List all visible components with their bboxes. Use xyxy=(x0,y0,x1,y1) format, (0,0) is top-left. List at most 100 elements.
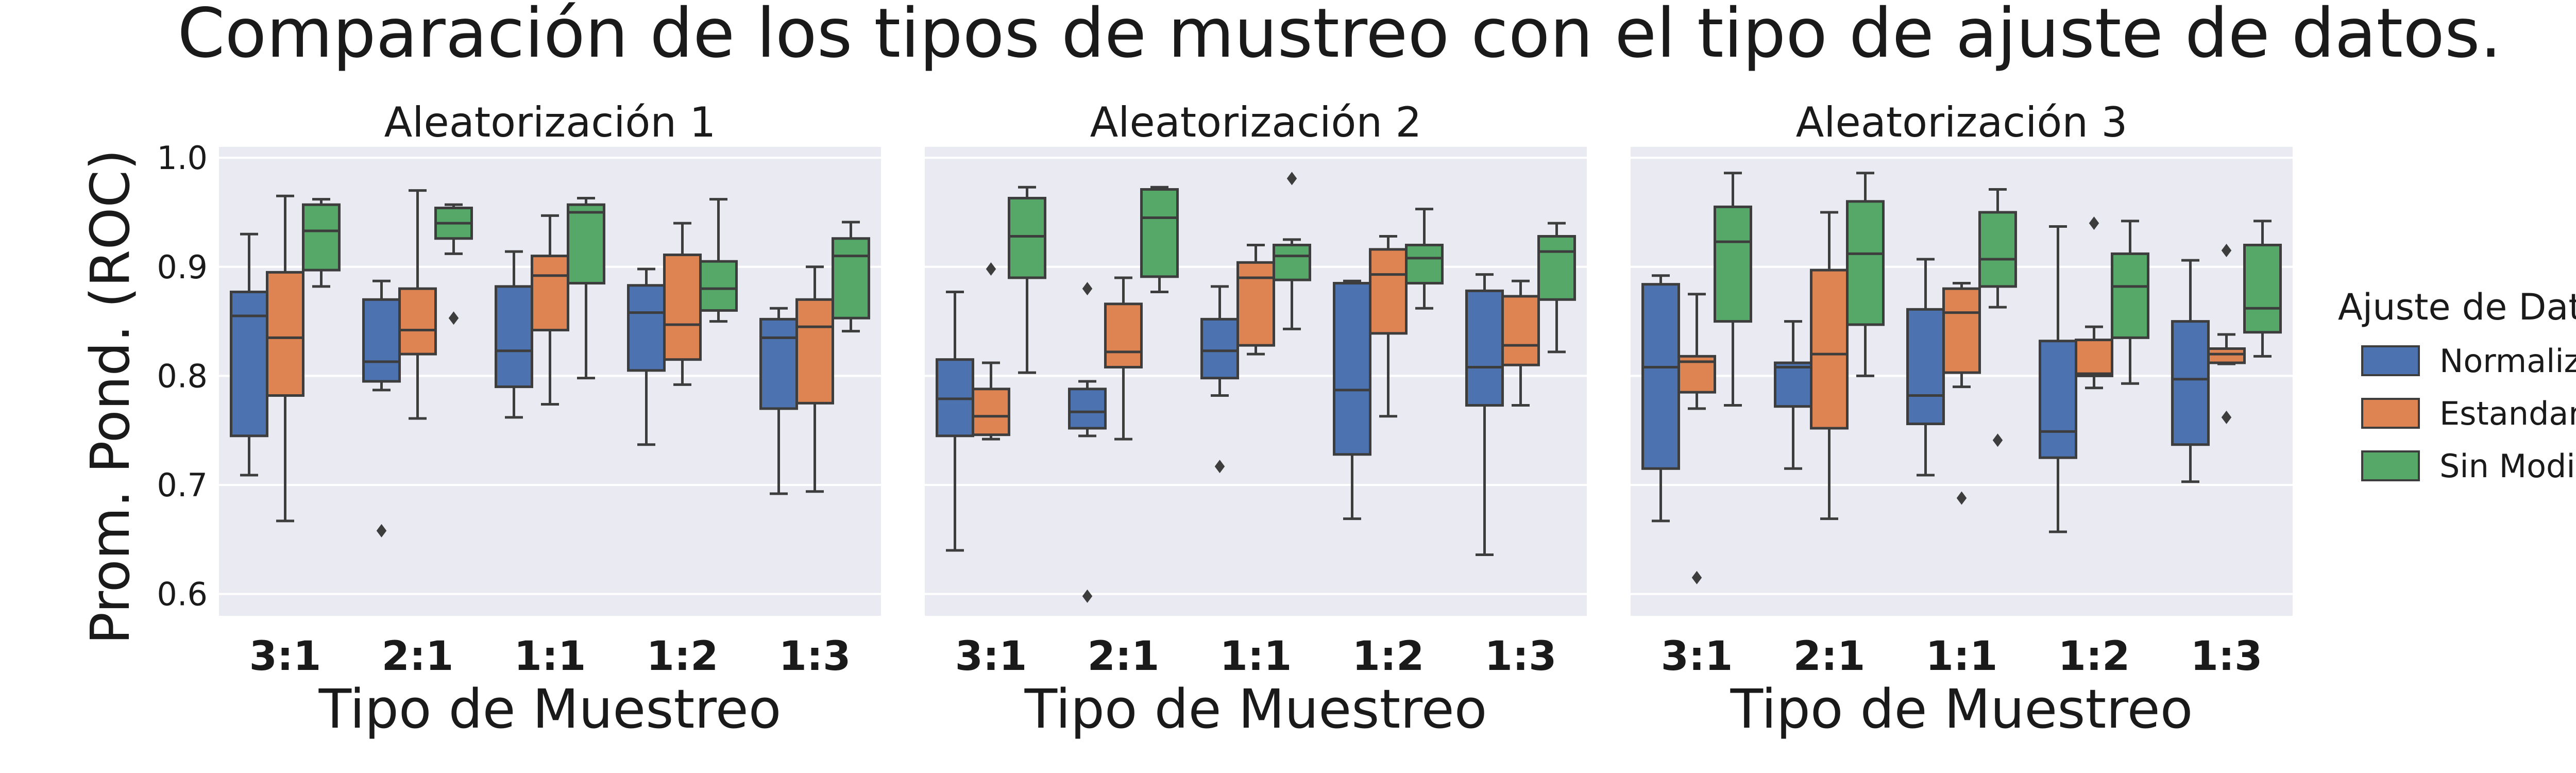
x-tick-label: 1:1 xyxy=(1926,633,1998,680)
outlier-point xyxy=(1992,433,2003,447)
box-iqr xyxy=(663,254,702,361)
legend-swatch xyxy=(2361,345,2420,376)
box-estandarizados xyxy=(2207,244,2246,424)
box-iqr xyxy=(266,271,304,397)
box-iqr xyxy=(759,317,798,410)
box-iqr xyxy=(362,298,401,383)
box-iqr xyxy=(1714,205,1752,323)
box-sin-modificacion xyxy=(1846,172,1885,377)
x-tick-label: 3:1 xyxy=(249,633,321,680)
outlier-point xyxy=(1691,570,1702,584)
outlier-point xyxy=(1286,172,1297,186)
box-estandarizados xyxy=(266,194,304,523)
legend-title: Ajuste de Datos xyxy=(2338,286,2576,328)
box-iqr xyxy=(1774,361,1812,408)
box-estandarizados xyxy=(1942,282,1981,505)
box-estandarizados xyxy=(2075,216,2113,390)
box-iqr xyxy=(1405,243,1444,285)
outlier-point xyxy=(1956,491,1967,505)
box-iqr xyxy=(1465,289,1504,407)
x-tick-label: 1:1 xyxy=(514,633,586,680)
box-iqr xyxy=(832,237,870,320)
x-tick-label: 1:3 xyxy=(1485,633,1557,680)
x-tick-label: 3:1 xyxy=(955,633,1027,680)
box-iqr xyxy=(567,203,605,285)
legend: Ajuste de Datos Normalizados Estandarizad… xyxy=(2338,286,2576,485)
outlier-point xyxy=(1082,282,1093,296)
box-sin-modificacion xyxy=(1537,222,1576,354)
outlier-point xyxy=(376,524,387,537)
y-tick-label: 0.6 xyxy=(157,576,208,613)
box-estandarizados xyxy=(1236,243,1275,356)
box-iqr xyxy=(972,388,1010,436)
box-sin-modificacion xyxy=(1008,186,1046,374)
box-estandarizados xyxy=(1501,279,1540,407)
box-iqr xyxy=(1810,268,1849,430)
box-iqr xyxy=(230,290,268,438)
box-iqr xyxy=(1236,261,1275,347)
box-iqr xyxy=(795,298,834,405)
box-sin-modificacion xyxy=(2111,220,2149,385)
box-normalizados xyxy=(1333,279,1371,520)
box-estandarizados xyxy=(531,214,569,406)
box-iqr xyxy=(1140,188,1179,278)
box-iqr xyxy=(1369,248,1408,335)
box-normalizados xyxy=(1641,274,1680,523)
box-normalizados xyxy=(2039,225,2077,533)
y-tick-label: 0.9 xyxy=(157,248,208,286)
box-iqr xyxy=(2207,347,2246,364)
box-iqr xyxy=(1537,235,1576,301)
box-iqr xyxy=(1501,295,1540,366)
x-tick-label: 2:1 xyxy=(382,633,454,680)
legend-swatch xyxy=(2361,450,2420,481)
x-axis-label: Tipo de Muestreo xyxy=(1024,678,1487,741)
box-iqr xyxy=(1008,196,1046,279)
box-sin-modificacion xyxy=(1978,188,2017,447)
x-tick-label: 1:1 xyxy=(1220,633,1292,680)
x-tick-label: 2:1 xyxy=(1793,633,1866,680)
outlier-point xyxy=(1082,589,1093,603)
box-iqr xyxy=(1641,283,1680,470)
legend-label: Estandarizados xyxy=(2439,395,2576,432)
box-normalizados xyxy=(2171,259,2210,483)
outlier-point xyxy=(2221,410,2232,424)
box-iqr xyxy=(1333,282,1371,456)
box-sin-modificacion xyxy=(1140,186,1179,293)
box-iqr xyxy=(699,260,738,312)
box-sin-modificacion xyxy=(567,196,605,380)
box-normalizados xyxy=(627,267,666,446)
box-iqr xyxy=(627,284,666,372)
y-tick-label: 0.8 xyxy=(157,357,208,395)
box-normalizados xyxy=(1200,285,1239,474)
box-iqr xyxy=(2243,243,2282,334)
y-axis-label: Prom. Pond. (ROC) xyxy=(79,149,142,645)
box-iqr xyxy=(2039,340,2077,459)
box-normalizados xyxy=(936,290,974,552)
x-axis-label: Tipo de Muestreo xyxy=(1730,678,2193,741)
box-normalizados xyxy=(759,307,798,495)
outlier-point xyxy=(448,311,459,325)
box-normalizados xyxy=(1906,258,1945,477)
legend-swatch xyxy=(2361,398,2420,429)
box-normalizados xyxy=(1774,320,1812,470)
y-tick-label: 0.7 xyxy=(157,466,208,504)
x-tick-label: 2:1 xyxy=(1088,633,1160,680)
box-iqr xyxy=(1846,200,1885,326)
box-iqr xyxy=(2075,339,2113,377)
box-normalizados xyxy=(362,279,401,537)
x-tick-label: 1:3 xyxy=(2191,633,2263,680)
box-iqr xyxy=(1104,303,1143,368)
box-iqr xyxy=(1273,243,1311,281)
box-iqr xyxy=(1942,287,1981,374)
box-iqr xyxy=(2111,252,2149,339)
outlier-point xyxy=(2221,244,2232,258)
box-iqr xyxy=(1068,388,1107,430)
box-normalizados xyxy=(495,250,533,419)
x-tick-label: 3:1 xyxy=(1661,633,1733,680)
box-sin-modificacion xyxy=(1405,208,1444,310)
legend-label: Normalizados xyxy=(2439,342,2576,380)
